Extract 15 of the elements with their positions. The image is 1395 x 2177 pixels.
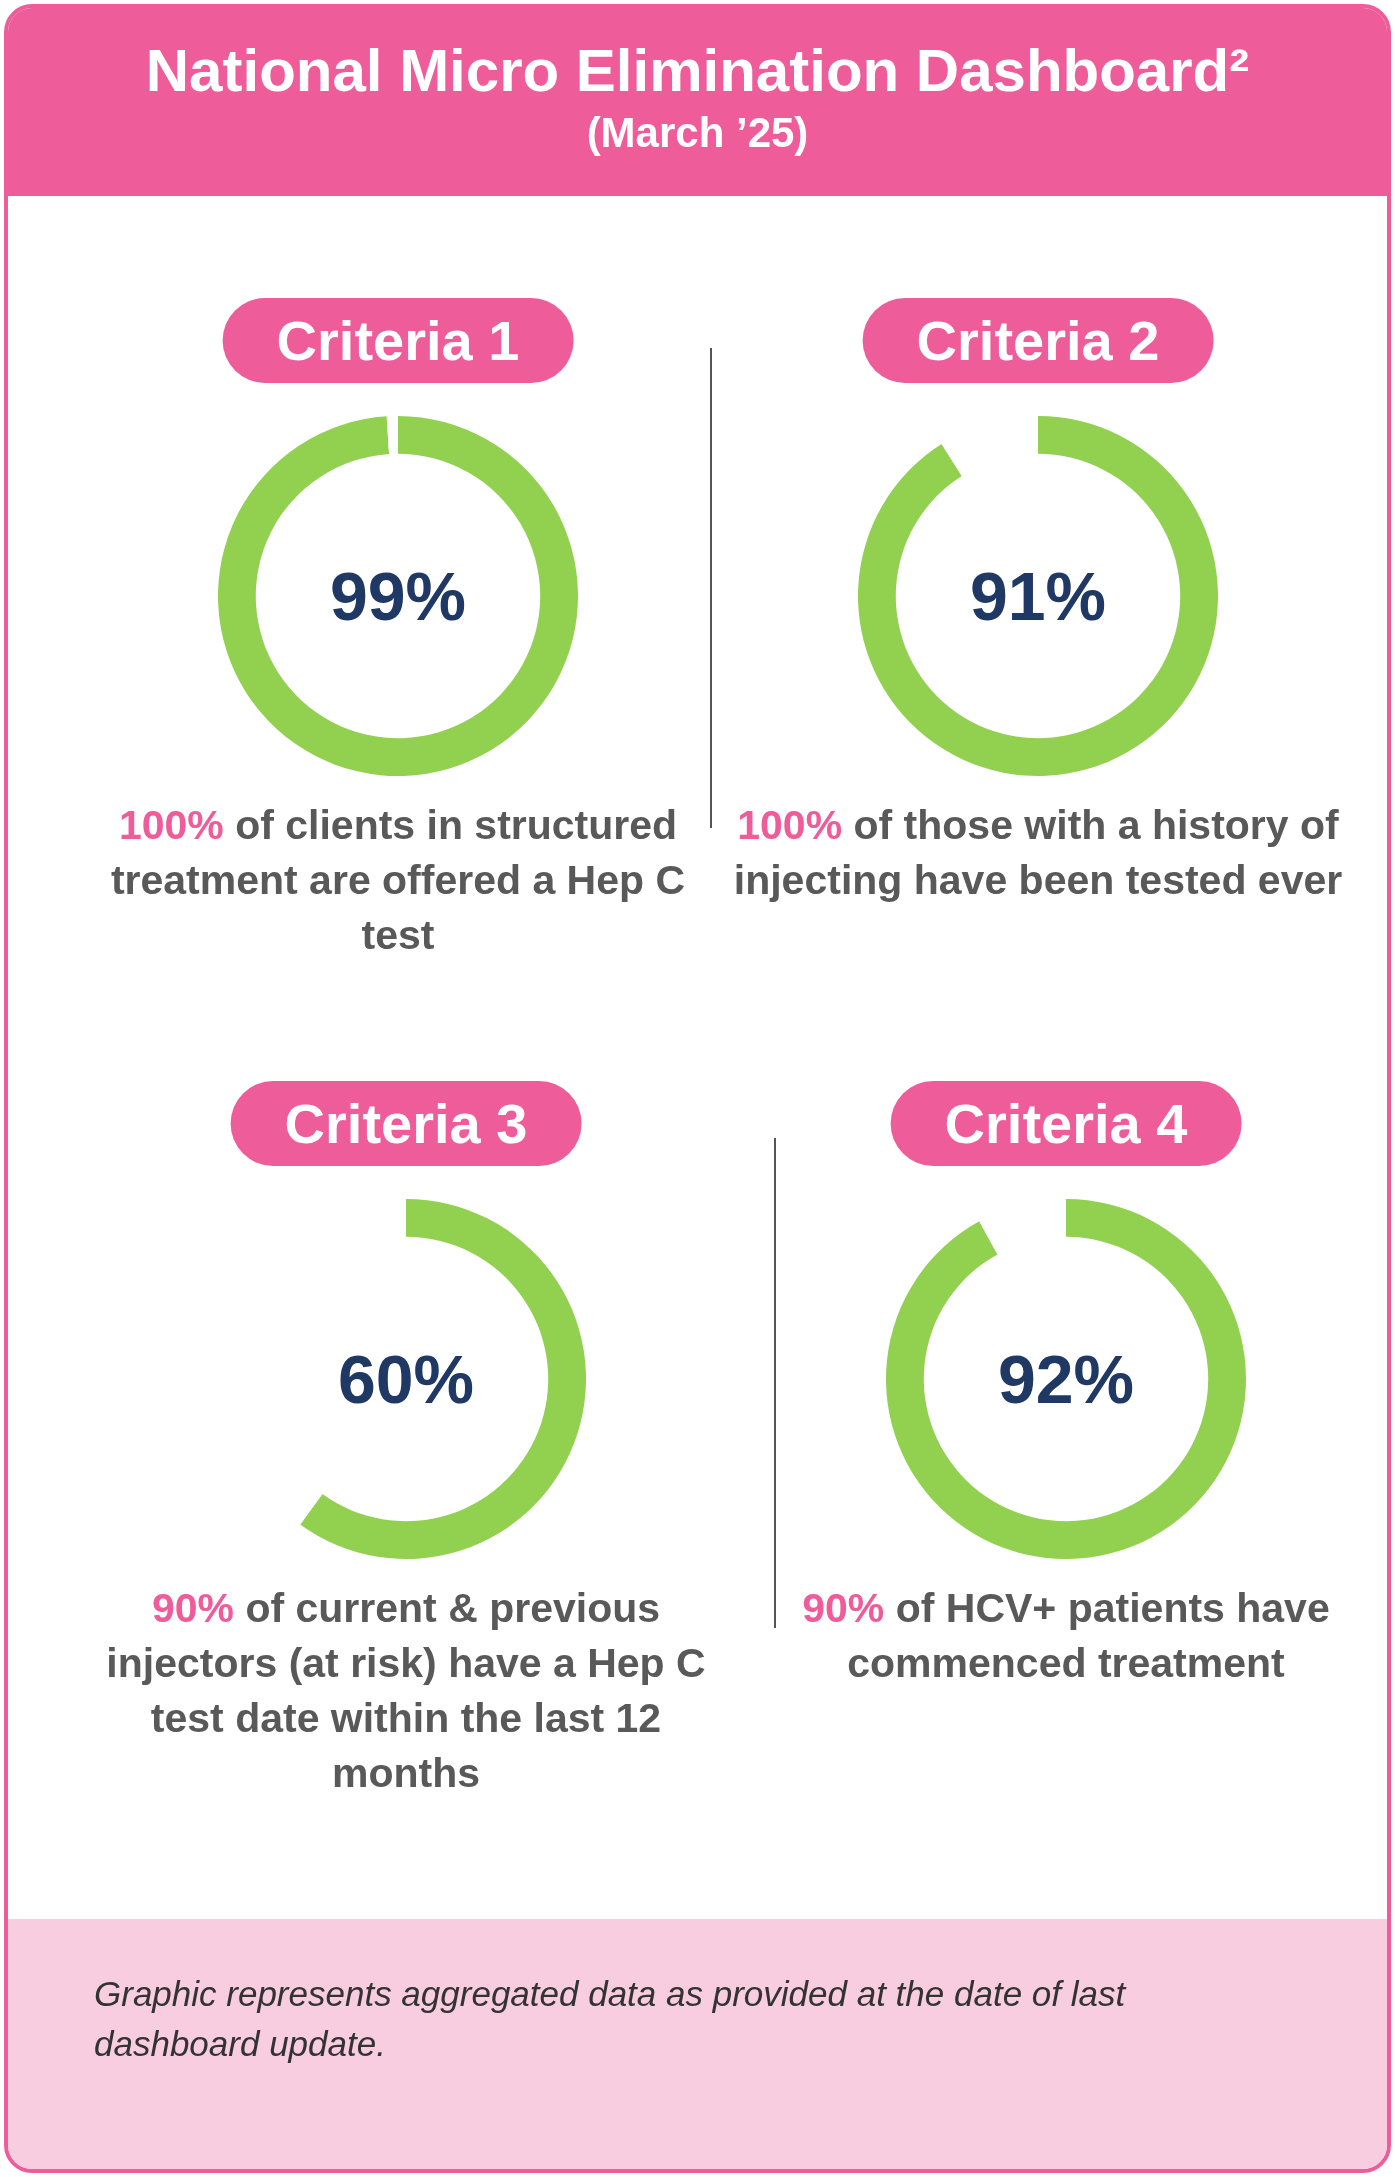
chart-title: Criteria 1 [222,298,574,383]
text: Graphic represents aggregated data as provided at the date of last dashboard update. [94,1973,1128,2065]
chart-title: Criteria 3 [230,1081,582,1166]
text: 90% of current & previous injectors (at risk) have a Hep C test date within the last 12 months [105,1584,707,1798]
data-label: 60% [337,1341,475,1417]
chart-title: Criteria 2 [862,298,1214,383]
data-label: 92% [997,1341,1135,1417]
chart-title: Criteria 4 [890,1081,1242,1166]
text: 100% of clients in structured treatment are offered a Hep C test [109,801,687,960]
text: 90% of HCV+ patients have commenced treatment [801,1584,1331,1688]
text: 100% of those with a history of injecting have been tested ever [732,801,1344,905]
text: National Micro Elimination Dashboard² [144,36,1251,105]
data-label: 91% [969,558,1107,634]
data-label: 99% [329,558,467,634]
text: (March ’25) [585,109,810,157]
